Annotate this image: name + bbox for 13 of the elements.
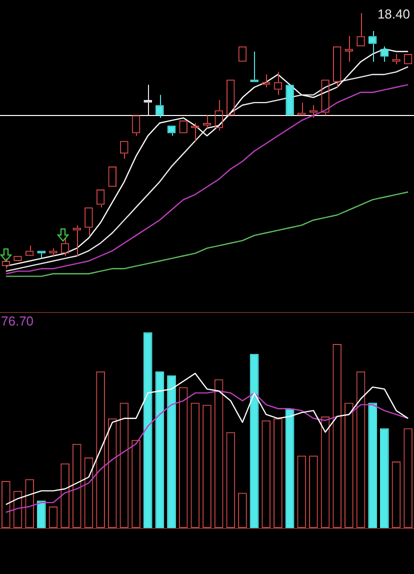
- bar: [285, 408, 294, 528]
- bar: [368, 402, 378, 528]
- bar: [143, 332, 152, 528]
- candlestick: [250, 50, 258, 82]
- bar: [167, 375, 176, 528]
- text: 76.70: [1, 314, 34, 329]
- bar: [155, 371, 164, 528]
- bar: [36, 500, 46, 528]
- candlestick: [144, 84, 152, 116]
- bar: [380, 428, 389, 528]
- candlestick: [167, 126, 176, 136]
- annotation: 18.40: [377, 6, 410, 22]
- bar: [250, 354, 259, 528]
